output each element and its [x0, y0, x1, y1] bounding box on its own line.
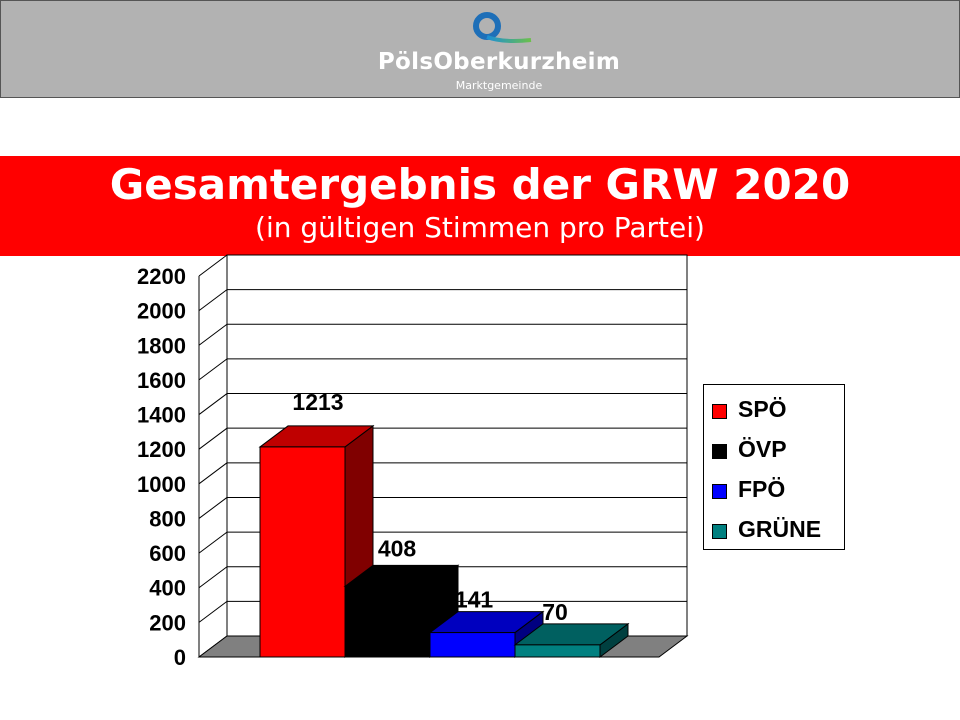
data-label: 70 — [542, 599, 568, 625]
legend-label-spoe: SPÖ — [738, 396, 787, 422]
chart-subtitle: (in gültigen Stimmen pro Partei) — [255, 211, 705, 244]
side-wall-line — [198, 254, 228, 277]
side-wall-line — [198, 566, 228, 589]
y-tick-label: 2000 — [137, 299, 186, 324]
brand-subtitle: Marktgemeinde — [455, 79, 543, 92]
side-wall-line — [198, 393, 228, 415]
y-tick-label: 0 — [174, 645, 186, 670]
chart-legend: SPÖ ÖVP FPÖ GRÜNE — [703, 384, 845, 550]
side-wall-line — [198, 358, 228, 381]
side-wall-line — [198, 462, 228, 485]
bar — [344, 585, 431, 658]
bar — [514, 644, 601, 658]
title-banner: Gesamtergebnis der GRW 2020 (in gültigen… — [0, 156, 960, 256]
y-tick-label: 800 — [149, 506, 186, 531]
legend-label-fpoe: FPÖ — [738, 476, 786, 502]
side-wall-line — [198, 323, 228, 346]
legend-swatch-spoe — [712, 404, 727, 419]
data-label: 141 — [455, 587, 494, 613]
y-tick-label: 1400 — [137, 403, 186, 428]
y-tick-label: 1600 — [137, 368, 186, 393]
ring-logo-icon — [473, 12, 532, 43]
y-tick-label: 1200 — [137, 437, 186, 462]
side-wall-line — [198, 531, 228, 554]
header-bar: PölsOberkurzheim Marktgemeinde — [0, 0, 960, 98]
data-label: 1213 — [292, 389, 343, 415]
bar — [259, 446, 346, 658]
y-tick-label: 400 — [149, 576, 186, 601]
brand-name: PölsOberkurzheim — [377, 49, 621, 75]
y-tick-label: 1800 — [137, 333, 186, 358]
legend-label-oevp: ÖVP — [738, 436, 787, 462]
legend-label-gruene: GRÜNE — [738, 516, 822, 542]
legend-swatch-oevp — [712, 444, 727, 459]
y-tick-label: 1000 — [137, 472, 186, 497]
bar — [429, 632, 516, 658]
legend-swatch-fpoe — [712, 484, 727, 499]
chart-title: Gesamtergebnis der GRW 2020 — [109, 160, 851, 209]
side-wall-line — [198, 497, 228, 519]
y-tick-label: 200 — [149, 610, 186, 635]
side-wall-line — [198, 427, 228, 450]
data-label: 408 — [378, 535, 417, 561]
legend-swatch-gruene — [712, 524, 727, 539]
side-wall-line — [198, 600, 228, 623]
side-wall-line — [198, 289, 228, 312]
y-tick-label: 2200 — [137, 264, 186, 289]
y-tick-label: 600 — [149, 541, 186, 566]
